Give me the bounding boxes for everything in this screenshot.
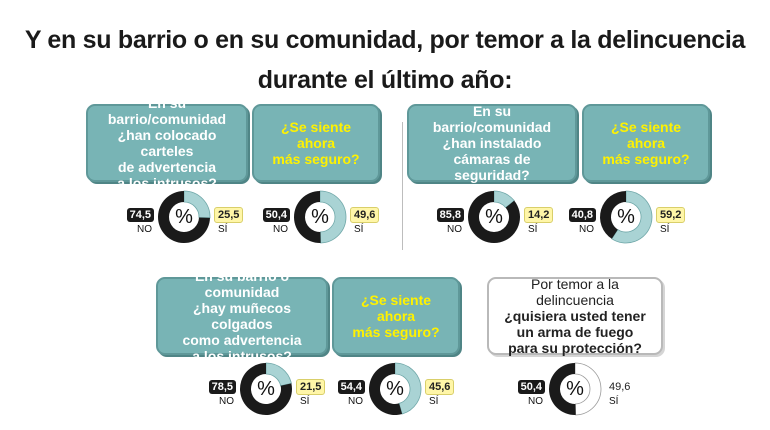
- category-label-si: SÍ: [354, 224, 364, 235]
- chart-title-line-2: durante el último año:: [257, 66, 513, 94]
- percent-symbol: %: [617, 206, 635, 228]
- value-label-si: 14,2: [524, 207, 554, 223]
- donut-svg: [369, 362, 422, 415]
- category-label-si: SÍ: [660, 224, 670, 235]
- category-label-no: NO: [219, 396, 234, 407]
- donut-slice-no: [369, 363, 403, 415]
- donut-slice-no: [240, 363, 292, 415]
- category-label-si: SÍ: [429, 396, 439, 407]
- value-label-no: 85,8: [436, 208, 464, 222]
- donut-svg: [294, 190, 347, 244]
- percent-symbol: %: [311, 206, 329, 228]
- question-box-munecos: En su barrio o comunidad ¿hay muñecos co…: [156, 268, 328, 364]
- value-label-no: 50,4: [262, 208, 290, 222]
- question-line: ¿han colocado carteles: [117, 127, 217, 159]
- value-label-si: 49,6: [350, 207, 380, 223]
- followup-line: ¿Se siente ahora: [280, 119, 352, 151]
- category-label-no: NO: [528, 396, 543, 407]
- section-divider: [402, 122, 403, 250]
- question-line: ¿han instalado: [442, 135, 542, 151]
- percent-symbol: %: [175, 206, 193, 228]
- category-label-no: NO: [447, 224, 462, 235]
- value-label-no: 50,4: [517, 380, 545, 394]
- question-line: Por temor a la delincuencia: [531, 276, 619, 308]
- followup-line: ¿Se siente ahora: [610, 119, 682, 151]
- question-line: En su barrio/comunidad: [432, 103, 552, 135]
- followup-box-carteles: ¿Se siente ahora más seguro?: [252, 104, 380, 182]
- followup-box-camaras: ¿Se siente ahora más seguro?: [582, 104, 710, 182]
- question-line: En su barrio o comunidad: [194, 268, 290, 300]
- value-label-no: 40,8: [568, 208, 596, 222]
- value-label-no: 78,5: [208, 380, 236, 394]
- donut-slice-no: [158, 191, 210, 243]
- question-box-arma: Por temor a la delincuencia ¿quisiera us…: [487, 276, 663, 356]
- category-label-no: NO: [273, 224, 288, 235]
- donut-chart: % 74,5 25,5 NO SÍ: [118, 189, 250, 255]
- value-label-si: 25,5: [214, 207, 244, 223]
- chart-title-line-1: Y en su barrio o en su comunidad, por te…: [24, 26, 746, 54]
- followup-line: más seguro?: [352, 324, 440, 340]
- question-line: como advertencia: [182, 332, 302, 348]
- percent-symbol: %: [485, 206, 503, 228]
- donut-svg: [468, 190, 520, 243]
- donut-svg: [600, 190, 653, 244]
- value-label-si: 21,5: [296, 379, 326, 395]
- category-label-si: SÍ: [300, 396, 310, 407]
- category-label-no: NO: [579, 224, 594, 235]
- donut-slice-si: [611, 190, 653, 244]
- donut-slice-si: [183, 190, 211, 219]
- donut-slice-no: [294, 191, 321, 243]
- question-line: a los intrusos?: [117, 175, 217, 191]
- followup-line: más seguro?: [602, 151, 690, 167]
- category-label-no: NO: [137, 224, 152, 235]
- question-line: En su barrio/comunidad: [107, 95, 227, 127]
- followup-line: más seguro?: [272, 151, 360, 167]
- category-label-si: SÍ: [609, 396, 619, 407]
- question-box-carteles: En su barrio/comunidad ¿han colocado car…: [86, 95, 248, 191]
- value-label-si: 59,2: [656, 207, 686, 223]
- category-label-si: SÍ: [218, 224, 228, 235]
- value-label-si: 49,6: [609, 381, 631, 393]
- percent-symbol: %: [566, 378, 584, 400]
- donut-slice-no: [549, 363, 576, 415]
- donut-slice-si: [574, 362, 602, 416]
- question-line: ¿hay muñecos colgados: [192, 300, 292, 332]
- question-line: a los intrusos?: [192, 348, 292, 364]
- donut-chart: % 40,8 59,2 NO SÍ: [560, 189, 692, 255]
- category-label-no: NO: [348, 396, 363, 407]
- donut-svg: [549, 362, 602, 416]
- donut-slice-si: [394, 362, 422, 415]
- question-line: para su protección?: [508, 340, 642, 356]
- category-label-si: SÍ: [528, 224, 538, 235]
- donut-svg: [240, 362, 292, 415]
- question-line: cámaras de seguridad?: [453, 151, 531, 183]
- followup-line: ¿Se siente ahora: [360, 292, 432, 324]
- donut-chart: % 78,5 21,5 NO SÍ: [200, 361, 332, 427]
- value-label-si: 45,6: [425, 379, 455, 395]
- question-line: ¿quisiera usted tener: [504, 308, 646, 324]
- question-line: de advertencia: [117, 159, 217, 175]
- donut-slice-si: [493, 190, 515, 209]
- value-label-no: 74,5: [126, 208, 154, 222]
- value-label-no: 54,4: [337, 380, 365, 394]
- donut-chart: % 85,8 14,2 NO SÍ: [428, 189, 560, 255]
- donut-svg: [158, 190, 211, 243]
- question-line: un arma de fuego: [516, 324, 634, 340]
- donut-slice-si: [319, 190, 347, 244]
- donut-slice-no: [468, 191, 520, 243]
- percent-symbol: %: [386, 378, 404, 400]
- donut-chart: % 54,4 45,6 NO SÍ: [329, 361, 461, 427]
- percent-symbol: %: [257, 378, 275, 400]
- donut-slice-no: [600, 191, 626, 239]
- donut-chart: % 50,4 49,6 NO SÍ: [509, 361, 641, 427]
- followup-box-munecos: ¿Se siente ahora más seguro?: [332, 277, 460, 355]
- question-box-camaras: En su barrio/comunidad ¿han instalado cá…: [407, 103, 577, 183]
- donut-chart: % 50,4 49,6 NO SÍ: [254, 189, 386, 255]
